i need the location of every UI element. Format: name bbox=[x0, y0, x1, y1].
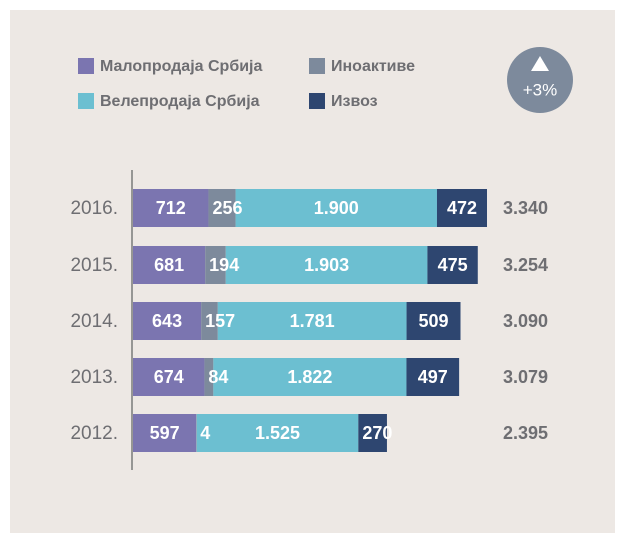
year-label: 2012. bbox=[70, 423, 118, 444]
segment-label: 509 bbox=[419, 311, 449, 331]
segment-label: 712 bbox=[156, 198, 186, 218]
segment-label: 256 bbox=[212, 198, 242, 218]
segment-label: 643 bbox=[152, 311, 182, 331]
total-label: 2.395 bbox=[503, 423, 548, 443]
segment-label: 674 bbox=[154, 367, 184, 387]
segment-label: 681 bbox=[154, 255, 184, 275]
segment-label: 1.781 bbox=[290, 311, 335, 331]
legend-label: Велепродаја Србија bbox=[100, 93, 260, 110]
legend-label: Малопродаја Србија bbox=[100, 58, 262, 75]
legend-swatch bbox=[78, 58, 94, 74]
year-label: 2014. bbox=[70, 311, 118, 332]
total-label: 3.254 bbox=[503, 255, 548, 275]
segment-label: 1.900 bbox=[314, 198, 359, 218]
segment-label: 475 bbox=[438, 255, 468, 275]
segment-label: 497 bbox=[418, 367, 448, 387]
legend-swatch bbox=[78, 93, 94, 109]
segment-label: 1.903 bbox=[304, 255, 349, 275]
year-label: 2015. bbox=[70, 255, 118, 276]
total-label: 3.340 bbox=[503, 198, 548, 218]
year-label: 2013. bbox=[70, 367, 118, 388]
total-label: 3.079 bbox=[503, 367, 548, 387]
segment-label: 597 bbox=[150, 423, 180, 443]
segment-label: 472 bbox=[447, 198, 477, 218]
segment-label: 84 bbox=[208, 367, 228, 387]
segment-label: 270 bbox=[362, 423, 392, 443]
segment-label: 1.822 bbox=[287, 367, 332, 387]
segment-label: 194 bbox=[209, 255, 239, 275]
segment-label: 1.525 bbox=[255, 423, 300, 443]
year-label: 2016. bbox=[70, 198, 118, 219]
segment-label: 4 bbox=[200, 423, 210, 443]
segment-label: 157 bbox=[205, 311, 235, 331]
total-label: 3.090 bbox=[503, 311, 548, 331]
legend-label: Иноактиве bbox=[331, 58, 415, 75]
legend-swatch bbox=[309, 58, 325, 74]
badge-text: +3% bbox=[523, 80, 558, 99]
legend-swatch bbox=[309, 93, 325, 109]
legend-label: Извоз bbox=[331, 93, 378, 110]
